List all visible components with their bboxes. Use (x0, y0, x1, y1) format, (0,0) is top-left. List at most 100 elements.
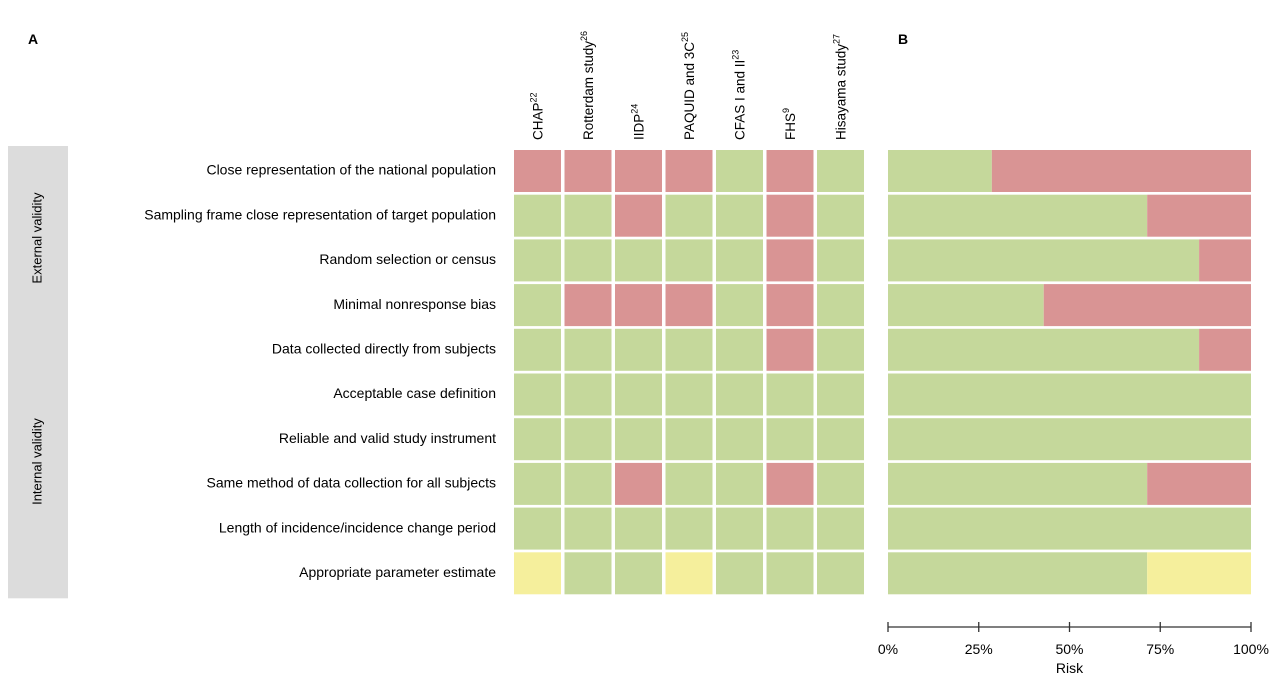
row-label: Reliable and valid study instrument (279, 430, 496, 446)
validity-group-bands: External validity Internal validity (8, 146, 68, 599)
row-label: Same method of data collection for all s… (207, 475, 497, 491)
column-label: IIDP24 (630, 104, 647, 140)
stacked-bars (888, 150, 1251, 595)
heatmap-cell (766, 284, 814, 327)
bar-segment (888, 507, 1251, 550)
bar-segment (888, 150, 992, 192)
heatmap-cell (817, 194, 864, 237)
heatmap-cell (716, 328, 763, 371)
row-label: Data collected directly from subjects (272, 341, 496, 357)
heatmap-cell (514, 194, 561, 237)
heatmap-cell (766, 462, 814, 505)
bar-segment (1043, 284, 1251, 327)
heatmap-cell (665, 462, 713, 505)
heatmap-cell (665, 150, 713, 192)
heatmap-cell (564, 552, 612, 595)
heatmap-cell (615, 418, 662, 461)
group-label: Internal validity (29, 418, 44, 505)
bar-segment (888, 284, 1044, 327)
column-label: CFAS I and II23 (731, 50, 748, 140)
heatmap-cell (817, 552, 864, 595)
heatmap-cell (564, 418, 612, 461)
tick-label: 100% (1233, 641, 1269, 657)
heatmap-cells (514, 150, 864, 595)
group-band (8, 324, 68, 599)
bar-segment (991, 150, 1251, 192)
bar-segment (888, 328, 1200, 371)
heatmap-cell (817, 150, 864, 192)
heatmap-cell (514, 462, 561, 505)
bar-segment (1147, 462, 1251, 505)
column-label: CHAP22 (529, 92, 546, 140)
heatmap-cell (615, 507, 662, 550)
row-label: Sampling frame close representation of t… (144, 206, 496, 222)
row-label: Random selection or census (319, 251, 496, 267)
heatmap-cell (716, 373, 763, 416)
heatmap-cell (665, 418, 713, 461)
heatmap-cell (514, 150, 561, 192)
heatmap-cell (615, 462, 662, 505)
heatmap-cell (716, 284, 763, 327)
heatmap-cell (716, 418, 763, 461)
bar-segment (1199, 328, 1251, 371)
heatmap-cell (514, 239, 561, 282)
heatmap-cell (766, 418, 814, 461)
tick-label: 75% (1146, 641, 1174, 657)
column-ref: 22 (529, 92, 539, 102)
row-label: Minimal nonresponse bias (333, 296, 496, 312)
bar-segment (888, 373, 1251, 416)
heatmap-cell (716, 150, 763, 192)
heatmap-cell (514, 507, 561, 550)
column-name: CHAP (531, 102, 546, 140)
heatmap-cell (665, 373, 713, 416)
heatmap-cell (514, 328, 561, 371)
column-name: CFAS I and II (733, 60, 748, 140)
row-label: Acceptable case definition (333, 385, 496, 401)
bar-segment (1147, 194, 1251, 237)
heatmap-cell (665, 239, 713, 282)
x-axis-title: Risk (1056, 660, 1084, 676)
risk-axis: 0% 25% 50% 75% 100% Risk (878, 622, 1269, 676)
heatmap-cell (564, 373, 612, 416)
column-name: Hisayama study (834, 44, 849, 140)
heatmap-cell (766, 150, 814, 192)
heatmap-cell (766, 328, 814, 371)
column-name: Rotterdam study (581, 41, 596, 140)
heatmap-cell (615, 284, 662, 327)
bar-segment (888, 552, 1148, 595)
heatmap-cell (766, 552, 814, 595)
column-ref: 25 (680, 32, 690, 42)
heatmap-cell (615, 150, 662, 192)
heatmap-cell (665, 552, 713, 595)
column-labels: CHAP22 Rotterdam study26 IIDP24 PAQUID and … (529, 31, 849, 140)
heatmap-cell (564, 507, 612, 550)
column-label: PAQUID and 3C25 (680, 32, 697, 140)
bar-segment (888, 418, 1251, 461)
heatmap-cell (716, 194, 763, 237)
panel-a-label: A (28, 31, 38, 47)
heatmap-cell (665, 328, 713, 371)
heatmap-cell (564, 194, 612, 237)
bar-segment (888, 194, 1148, 237)
heatmap-cell (514, 418, 561, 461)
heatmap-cell (766, 373, 814, 416)
bar-segment (1199, 239, 1251, 282)
heatmap-cell (615, 552, 662, 595)
heatmap-cell (514, 373, 561, 416)
heatmap-cell (665, 194, 713, 237)
heatmap-cell (514, 552, 561, 595)
row-labels: Close representation of the national pop… (144, 162, 496, 580)
heatmap-cell (817, 507, 864, 550)
column-ref: 9 (781, 108, 791, 113)
heatmap-cell (615, 239, 662, 282)
row-label: Close representation of the national pop… (206, 162, 496, 178)
heatmap-cell (716, 552, 763, 595)
heatmap-cell (615, 373, 662, 416)
heatmap-cell (564, 328, 612, 371)
heatmap-cell (817, 239, 864, 282)
tick-label: 0% (878, 641, 898, 657)
column-ref: 23 (731, 50, 741, 60)
heatmap-cell (665, 284, 713, 327)
heatmap-cell (564, 462, 612, 505)
